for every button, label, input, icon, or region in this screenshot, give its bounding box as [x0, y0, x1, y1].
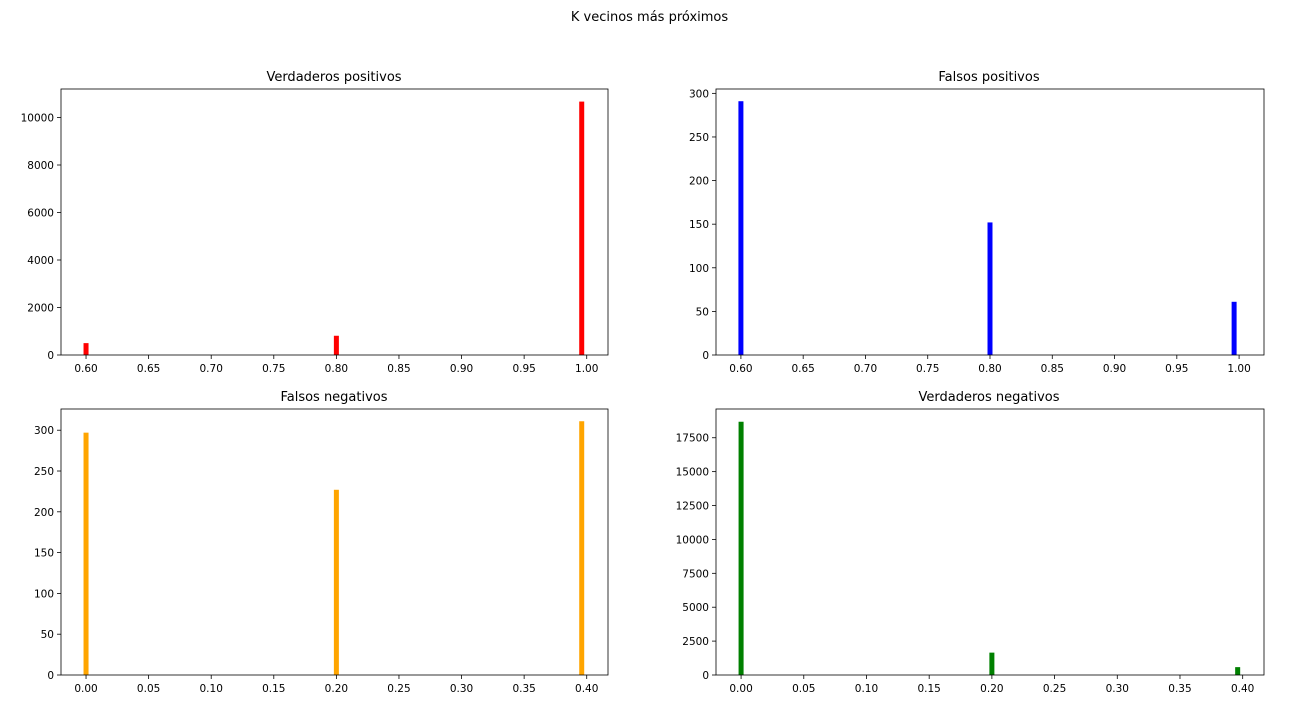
y-tick-label: 12500 — [676, 501, 709, 513]
axes-frame — [60, 88, 609, 356]
y-tick-label: 0 — [702, 670, 709, 682]
bar — [83, 343, 89, 355]
y-tick-label: 250 — [34, 466, 54, 478]
bar — [83, 432, 89, 675]
y-tick-label: 10000 — [676, 534, 709, 546]
panel-title: Falsos negativos — [280, 390, 387, 405]
x-tick-label: 0.10 — [200, 683, 223, 695]
y-tick-label: 17500 — [676, 433, 709, 445]
x-tick-label: 0.90 — [450, 363, 473, 375]
y-tick-label: 100 — [689, 263, 709, 275]
x-tick-label: 0.60 — [74, 363, 97, 375]
x-tick-label: 0.30 — [450, 683, 473, 695]
bar — [987, 222, 993, 355]
x-tick-label: 0.65 — [791, 363, 814, 375]
panel-true-positives: Verdaderos positivos 0.60 0.65 0.70 0.75 0.8… — [21, 70, 609, 375]
y-tick-label: 200 — [689, 176, 709, 188]
bar — [579, 101, 585, 356]
y-tick-label: 15000 — [676, 467, 709, 479]
axes-frame — [715, 408, 1265, 676]
x-tick-label: 0.15 — [917, 683, 940, 695]
x-tick-label: 0.75 — [916, 363, 939, 375]
x-tick-label: 0.25 — [387, 683, 410, 695]
x-tick-label: 0.70 — [854, 363, 877, 375]
x-tick-label: 0.95 — [512, 363, 535, 375]
x-tick-label: 1.00 — [1227, 363, 1250, 375]
panel-title: Falsos positivos — [938, 70, 1039, 85]
y-tick-label: 0 — [47, 670, 54, 682]
y-tick-label: 8000 — [27, 160, 54, 172]
panel-true-negatives: Verdaderos negativos 0.00 0.05 0.10 0.15 0.2… — [676, 390, 1265, 695]
x-tick-label: 0.40 — [1231, 683, 1254, 695]
y-tick-label: 300 — [34, 425, 54, 437]
panel-false-positives: Falsos positivos 0.60 0.65 0.70 0.75 0.80 0.8… — [689, 70, 1265, 375]
y-tick-label: 0 — [47, 350, 54, 362]
bar — [1231, 301, 1237, 355]
x-tick-label: 0.10 — [855, 683, 878, 695]
x-tick-label: 0.85 — [387, 363, 410, 375]
bar — [579, 421, 585, 675]
panel-false-negatives: Falsos negativos 0.00 0.05 0.10 0.15 0.20 0.2… — [34, 390, 609, 695]
x-tick-label: 0.20 — [325, 683, 348, 695]
bar — [333, 335, 339, 355]
x-tick-label: 0.30 — [1106, 683, 1129, 695]
x-tick-label: 0.75 — [262, 363, 285, 375]
x-tick-label: 0.80 — [325, 363, 348, 375]
y-tick-label: 150 — [689, 219, 709, 231]
bar — [1235, 667, 1241, 675]
y-tick-label: 10000 — [21, 113, 54, 125]
x-tick-label: 0.35 — [1168, 683, 1191, 695]
x-tick-label: 0.05 — [137, 683, 160, 695]
y-tick-label: 50 — [696, 306, 709, 318]
x-tick-label: 0.35 — [512, 683, 535, 695]
y-tick-label: 0 — [702, 350, 709, 362]
x-tick-label: 0.00 — [729, 683, 752, 695]
y-tick-label: 200 — [34, 507, 54, 519]
y-tick-label: 100 — [34, 588, 54, 600]
bar — [738, 421, 744, 675]
panel-title: Verdaderos positivos — [266, 70, 401, 85]
x-tick-label: 0.20 — [980, 683, 1003, 695]
y-tick-label: 2000 — [27, 303, 54, 315]
y-tick-label: 6000 — [27, 208, 54, 220]
y-tick-label: 4000 — [27, 255, 54, 267]
x-tick-label: 0.70 — [200, 363, 223, 375]
x-tick-label: 0.25 — [1043, 683, 1066, 695]
x-tick-label: 0.40 — [575, 683, 598, 695]
x-tick-label: 0.95 — [1165, 363, 1188, 375]
bar — [989, 652, 995, 675]
y-tick-label: 250 — [689, 132, 709, 144]
panel-title: Verdaderos negativos — [919, 390, 1060, 405]
y-tick-label: 50 — [41, 629, 54, 641]
x-tick-label: 0.05 — [792, 683, 815, 695]
figure-title: K vecinos más próximos — [570, 10, 729, 25]
x-tick-label: 0.15 — [262, 683, 285, 695]
y-tick-label: 2500 — [682, 636, 709, 648]
y-tick-label: 5000 — [682, 602, 709, 614]
x-tick-label: 0.80 — [978, 363, 1001, 375]
x-tick-label: 0.65 — [137, 363, 160, 375]
y-tick-label: 300 — [689, 88, 709, 100]
x-tick-label: 1.00 — [575, 363, 598, 375]
x-tick-label: 0.60 — [729, 363, 752, 375]
x-tick-label: 0.00 — [74, 683, 97, 695]
bar — [333, 489, 339, 675]
bar — [738, 101, 744, 355]
y-tick-label: 150 — [34, 548, 54, 560]
axes-frame — [60, 408, 609, 676]
x-tick-label: 0.85 — [1041, 363, 1064, 375]
y-tick-label: 7500 — [682, 568, 709, 580]
x-tick-label: 0.90 — [1103, 363, 1126, 375]
